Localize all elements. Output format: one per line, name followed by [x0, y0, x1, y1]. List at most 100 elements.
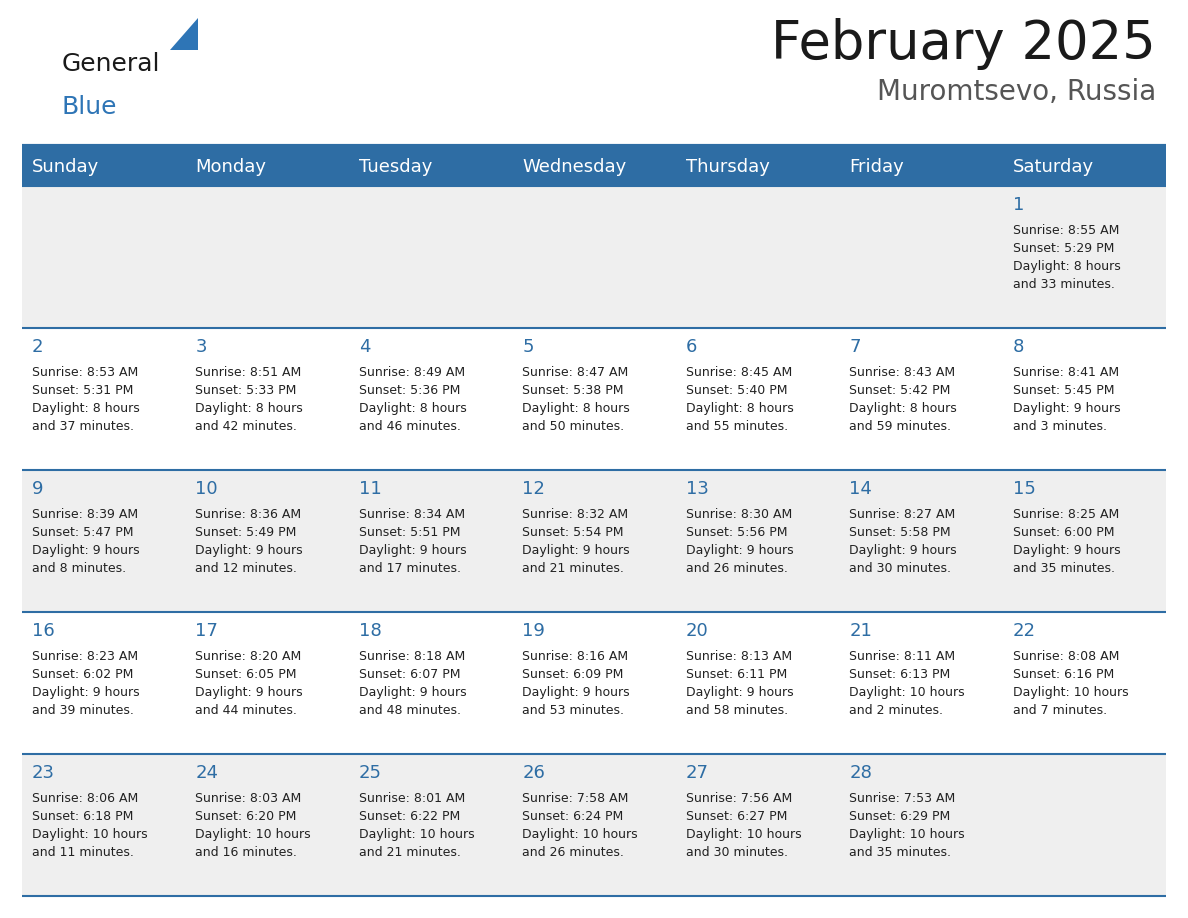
- Polygon shape: [170, 18, 198, 50]
- Text: Monday: Monday: [196, 158, 266, 176]
- Text: 20: 20: [685, 622, 708, 640]
- Text: 17: 17: [196, 622, 219, 640]
- Text: 22: 22: [1012, 622, 1036, 640]
- Text: 25: 25: [359, 764, 381, 782]
- Text: Friday: Friday: [849, 158, 904, 176]
- Bar: [676, 328, 839, 470]
- Text: Tuesday: Tuesday: [359, 158, 432, 176]
- Bar: [185, 186, 349, 328]
- Text: Sunrise: 8:18 AM
Sunset: 6:07 PM
Daylight: 9 hours
and 48 minutes.: Sunrise: 8:18 AM Sunset: 6:07 PM Dayligh…: [359, 650, 467, 717]
- Bar: [1003, 328, 1165, 470]
- Text: General: General: [62, 52, 160, 76]
- Text: 23: 23: [32, 764, 55, 782]
- Bar: [349, 186, 512, 328]
- Bar: [23, 186, 185, 328]
- Text: Sunrise: 7:58 AM
Sunset: 6:24 PM
Daylight: 10 hours
and 26 minutes.: Sunrise: 7:58 AM Sunset: 6:24 PM Dayligh…: [523, 792, 638, 859]
- Text: Sunrise: 8:08 AM
Sunset: 6:16 PM
Daylight: 10 hours
and 7 minutes.: Sunrise: 8:08 AM Sunset: 6:16 PM Dayligh…: [1012, 650, 1129, 717]
- Text: Saturday: Saturday: [1012, 158, 1094, 176]
- Bar: [349, 148, 512, 186]
- Bar: [676, 612, 839, 754]
- Bar: [512, 754, 676, 896]
- Text: Sunrise: 8:01 AM
Sunset: 6:22 PM
Daylight: 10 hours
and 21 minutes.: Sunrise: 8:01 AM Sunset: 6:22 PM Dayligh…: [359, 792, 474, 859]
- Bar: [839, 148, 1003, 186]
- Text: Sunrise: 8:55 AM
Sunset: 5:29 PM
Daylight: 8 hours
and 33 minutes.: Sunrise: 8:55 AM Sunset: 5:29 PM Dayligh…: [1012, 224, 1120, 291]
- Bar: [1003, 754, 1165, 896]
- Text: 19: 19: [523, 622, 545, 640]
- Bar: [185, 328, 349, 470]
- Bar: [512, 148, 676, 186]
- Text: Sunrise: 7:53 AM
Sunset: 6:29 PM
Daylight: 10 hours
and 35 minutes.: Sunrise: 7:53 AM Sunset: 6:29 PM Dayligh…: [849, 792, 965, 859]
- Text: 10: 10: [196, 480, 219, 498]
- Text: Sunrise: 8:51 AM
Sunset: 5:33 PM
Daylight: 8 hours
and 42 minutes.: Sunrise: 8:51 AM Sunset: 5:33 PM Dayligh…: [196, 366, 303, 433]
- Bar: [676, 470, 839, 612]
- Text: 9: 9: [32, 480, 44, 498]
- Bar: [23, 328, 185, 470]
- Text: Thursday: Thursday: [685, 158, 770, 176]
- Bar: [839, 754, 1003, 896]
- Bar: [185, 148, 349, 186]
- Bar: [1003, 186, 1165, 328]
- Text: 28: 28: [849, 764, 872, 782]
- Bar: [23, 470, 185, 612]
- Bar: [839, 186, 1003, 328]
- Text: 11: 11: [359, 480, 381, 498]
- Text: 16: 16: [32, 622, 55, 640]
- Text: February 2025: February 2025: [771, 18, 1156, 70]
- Bar: [185, 612, 349, 754]
- Text: Muromtsevo, Russia: Muromtsevo, Russia: [877, 78, 1156, 106]
- Text: 7: 7: [849, 338, 860, 356]
- Text: 18: 18: [359, 622, 381, 640]
- Text: Wednesday: Wednesday: [523, 158, 626, 176]
- Text: 5: 5: [523, 338, 533, 356]
- Bar: [839, 612, 1003, 754]
- Text: Sunrise: 8:45 AM
Sunset: 5:40 PM
Daylight: 8 hours
and 55 minutes.: Sunrise: 8:45 AM Sunset: 5:40 PM Dayligh…: [685, 366, 794, 433]
- Text: Blue: Blue: [62, 95, 118, 119]
- Text: Sunrise: 8:41 AM
Sunset: 5:45 PM
Daylight: 9 hours
and 3 minutes.: Sunrise: 8:41 AM Sunset: 5:45 PM Dayligh…: [1012, 366, 1120, 433]
- Text: Sunrise: 8:11 AM
Sunset: 6:13 PM
Daylight: 10 hours
and 2 minutes.: Sunrise: 8:11 AM Sunset: 6:13 PM Dayligh…: [849, 650, 965, 717]
- Text: 8: 8: [1012, 338, 1024, 356]
- Text: Sunrise: 7:56 AM
Sunset: 6:27 PM
Daylight: 10 hours
and 30 minutes.: Sunrise: 7:56 AM Sunset: 6:27 PM Dayligh…: [685, 792, 802, 859]
- Bar: [349, 612, 512, 754]
- Text: 6: 6: [685, 338, 697, 356]
- Text: Sunrise: 8:36 AM
Sunset: 5:49 PM
Daylight: 9 hours
and 12 minutes.: Sunrise: 8:36 AM Sunset: 5:49 PM Dayligh…: [196, 508, 303, 575]
- Bar: [1003, 612, 1165, 754]
- Bar: [512, 328, 676, 470]
- Text: 2: 2: [32, 338, 44, 356]
- Text: Sunrise: 8:53 AM
Sunset: 5:31 PM
Daylight: 8 hours
and 37 minutes.: Sunrise: 8:53 AM Sunset: 5:31 PM Dayligh…: [32, 366, 140, 433]
- Bar: [839, 328, 1003, 470]
- Text: 12: 12: [523, 480, 545, 498]
- Bar: [185, 470, 349, 612]
- Text: 14: 14: [849, 480, 872, 498]
- Text: Sunrise: 8:30 AM
Sunset: 5:56 PM
Daylight: 9 hours
and 26 minutes.: Sunrise: 8:30 AM Sunset: 5:56 PM Dayligh…: [685, 508, 794, 575]
- Text: Sunday: Sunday: [32, 158, 100, 176]
- Text: Sunrise: 8:03 AM
Sunset: 6:20 PM
Daylight: 10 hours
and 16 minutes.: Sunrise: 8:03 AM Sunset: 6:20 PM Dayligh…: [196, 792, 311, 859]
- Text: 4: 4: [359, 338, 371, 356]
- Text: Sunrise: 8:47 AM
Sunset: 5:38 PM
Daylight: 8 hours
and 50 minutes.: Sunrise: 8:47 AM Sunset: 5:38 PM Dayligh…: [523, 366, 630, 433]
- Bar: [185, 754, 349, 896]
- Text: Sunrise: 8:23 AM
Sunset: 6:02 PM
Daylight: 9 hours
and 39 minutes.: Sunrise: 8:23 AM Sunset: 6:02 PM Dayligh…: [32, 650, 140, 717]
- Bar: [676, 186, 839, 328]
- Bar: [676, 148, 839, 186]
- Bar: [349, 754, 512, 896]
- Text: Sunrise: 8:39 AM
Sunset: 5:47 PM
Daylight: 9 hours
and 8 minutes.: Sunrise: 8:39 AM Sunset: 5:47 PM Dayligh…: [32, 508, 140, 575]
- Text: 24: 24: [196, 764, 219, 782]
- Text: Sunrise: 8:49 AM
Sunset: 5:36 PM
Daylight: 8 hours
and 46 minutes.: Sunrise: 8:49 AM Sunset: 5:36 PM Dayligh…: [359, 366, 467, 433]
- Text: 13: 13: [685, 480, 708, 498]
- Text: Sunrise: 8:32 AM
Sunset: 5:54 PM
Daylight: 9 hours
and 21 minutes.: Sunrise: 8:32 AM Sunset: 5:54 PM Dayligh…: [523, 508, 630, 575]
- Text: Sunrise: 8:25 AM
Sunset: 6:00 PM
Daylight: 9 hours
and 35 minutes.: Sunrise: 8:25 AM Sunset: 6:00 PM Dayligh…: [1012, 508, 1120, 575]
- Text: Sunrise: 8:27 AM
Sunset: 5:58 PM
Daylight: 9 hours
and 30 minutes.: Sunrise: 8:27 AM Sunset: 5:58 PM Dayligh…: [849, 508, 956, 575]
- Text: Sunrise: 8:43 AM
Sunset: 5:42 PM
Daylight: 8 hours
and 59 minutes.: Sunrise: 8:43 AM Sunset: 5:42 PM Dayligh…: [849, 366, 956, 433]
- Text: Sunrise: 8:20 AM
Sunset: 6:05 PM
Daylight: 9 hours
and 44 minutes.: Sunrise: 8:20 AM Sunset: 6:05 PM Dayligh…: [196, 650, 303, 717]
- Bar: [23, 148, 185, 186]
- Text: 1: 1: [1012, 196, 1024, 214]
- Text: Sunrise: 8:16 AM
Sunset: 6:09 PM
Daylight: 9 hours
and 53 minutes.: Sunrise: 8:16 AM Sunset: 6:09 PM Dayligh…: [523, 650, 630, 717]
- Text: 27: 27: [685, 764, 709, 782]
- Text: 26: 26: [523, 764, 545, 782]
- Text: 15: 15: [1012, 480, 1036, 498]
- Bar: [23, 612, 185, 754]
- Bar: [1003, 470, 1165, 612]
- Bar: [23, 754, 185, 896]
- Text: Sunrise: 8:06 AM
Sunset: 6:18 PM
Daylight: 10 hours
and 11 minutes.: Sunrise: 8:06 AM Sunset: 6:18 PM Dayligh…: [32, 792, 147, 859]
- Bar: [1003, 148, 1165, 186]
- Bar: [349, 328, 512, 470]
